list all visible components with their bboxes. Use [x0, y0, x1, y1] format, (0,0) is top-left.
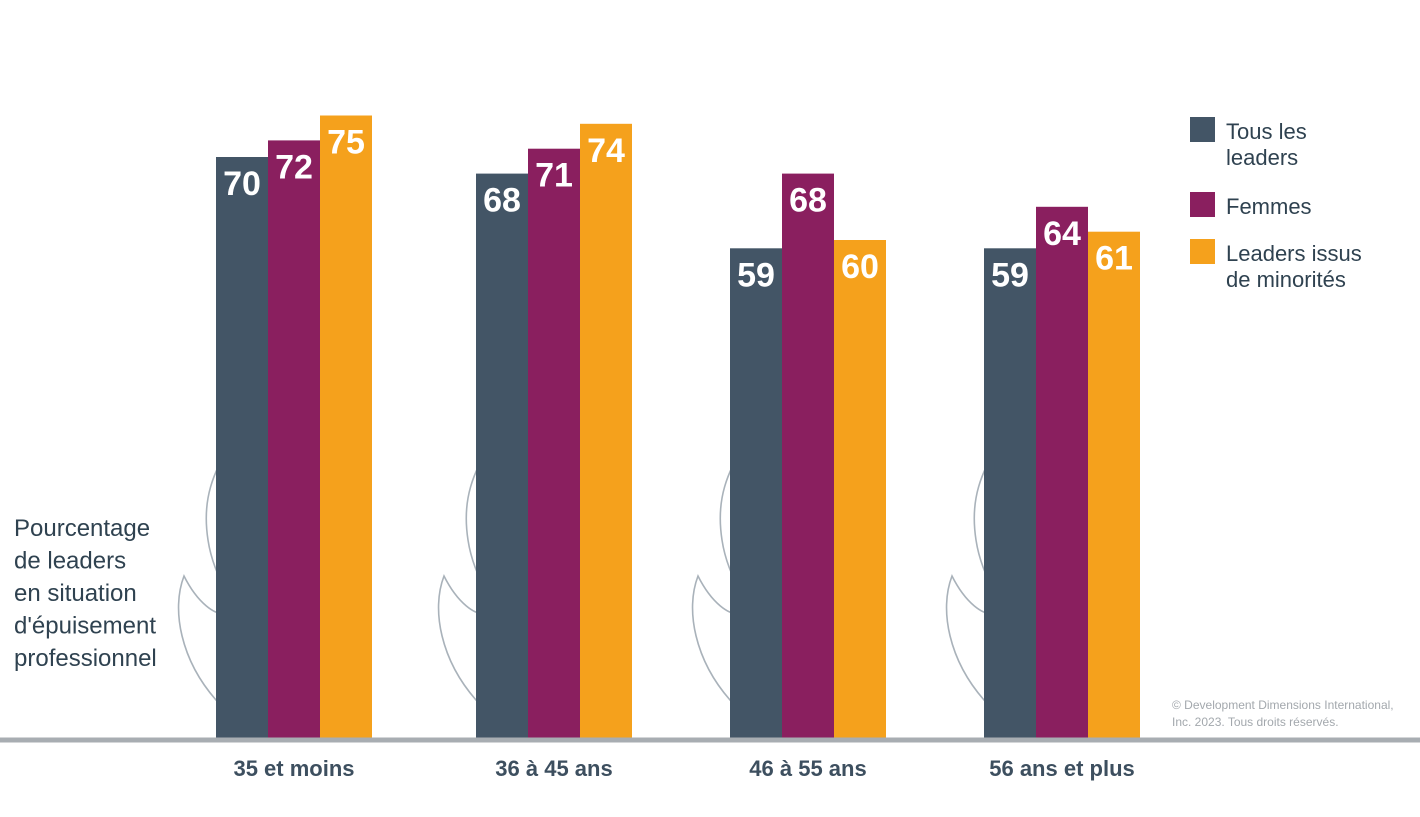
y-axis-label-line-2: de leaders	[14, 548, 126, 575]
value-label-35-et-moins-femmes: 72	[275, 148, 313, 186]
copyright-line-1: © Development Dimensions International,	[1172, 698, 1394, 712]
bars-group: 70 72 75 68 71 74 59 68 60 59 64 61	[216, 115, 1140, 739]
legend-swatch-3	[1190, 239, 1215, 264]
value-label-56-ans-et-plus-leaders-issus-de-minorites: 61	[1095, 240, 1133, 278]
copyright-notice: © Development Dimensions International, I…	[1172, 698, 1394, 729]
value-label-56-ans-et-plus-femmes: 64	[1043, 215, 1081, 253]
value-label-35-et-moins-leaders-issus-de-minorites: 75	[327, 124, 365, 162]
bar-46-a-55-ans-leaders-issus-de-minorites	[834, 240, 886, 738]
copyright-line-2: Inc. 2023. Tous droits réservés.	[1172, 715, 1339, 729]
bar-56-ans-et-plus-leaders-issus-de-minorites	[1088, 231, 1140, 738]
value-label-36-a-45-ans-leaders-issus-de-minorites: 74	[587, 132, 625, 170]
bar-36-a-45-ans-tous-les-leaders	[476, 173, 528, 739]
y-axis-label-line-4: d'épuisement	[14, 613, 156, 640]
legend-label-1-line-2: leaders	[1226, 145, 1298, 170]
y-axis-label: Pourcentage de leaders en situation d'épuis…	[14, 515, 157, 672]
bar-35-et-moins-leaders-issus-de-minorites	[320, 115, 372, 738]
category-label-46-a-55-ans: 46 à 55 ans	[749, 756, 866, 781]
value-label-46-a-55-ans-leaders-issus-de-minorites: 60	[841, 248, 879, 286]
category-labels: 35 et moins 36 à 45 ans 46 à 55 ans 56 ans …	[233, 756, 1134, 781]
bar-35-et-moins-tous-les-leaders	[216, 157, 268, 738]
value-label-46-a-55-ans-femmes: 68	[789, 182, 827, 220]
legend-label-1-line-1: Tous les	[1226, 119, 1307, 144]
bar-56-ans-et-plus-tous-les-leaders	[984, 248, 1036, 739]
category-label-56-ans-et-plus: 56 ans et plus	[989, 756, 1135, 781]
legend-swatch-2	[1190, 192, 1215, 217]
value-label-56-ans-et-plus-tous-les-leaders: 59	[991, 256, 1029, 294]
legend-swatch-1	[1190, 117, 1215, 142]
legend-label-2-line-1: Femmes	[1226, 194, 1312, 219]
bar-56-ans-et-plus-femmes	[1036, 206, 1088, 739]
bar-36-a-45-ans-leaders-issus-de-minorites	[580, 123, 632, 739]
value-label-35-et-moins-tous-les-leaders: 70	[223, 165, 261, 203]
y-axis-label-line-5: professionnel	[14, 645, 157, 672]
value-label-36-a-45-ans-femmes: 71	[535, 157, 573, 195]
bar-46-a-55-ans-femmes	[782, 173, 834, 739]
legend-label-3-line-1: Leaders issus	[1226, 241, 1362, 266]
category-label-36-a-45-ans: 36 à 45 ans	[495, 756, 612, 781]
bar-46-a-55-ans-tous-les-leaders	[730, 248, 782, 739]
bar-35-et-moins-femmes	[268, 140, 320, 738]
value-label-46-a-55-ans-tous-les-leaders: 59	[737, 256, 775, 294]
y-axis-label-line-3: en situation	[14, 580, 137, 607]
legend-label-3-line-2: de minorités	[1226, 267, 1346, 292]
bar-36-a-45-ans-femmes	[528, 148, 580, 738]
y-axis-label-line-1: Pourcentage	[14, 515, 150, 542]
category-label-35-et-moins: 35 et moins	[233, 756, 354, 781]
value-label-36-a-45-ans-tous-les-leaders: 68	[483, 182, 521, 220]
